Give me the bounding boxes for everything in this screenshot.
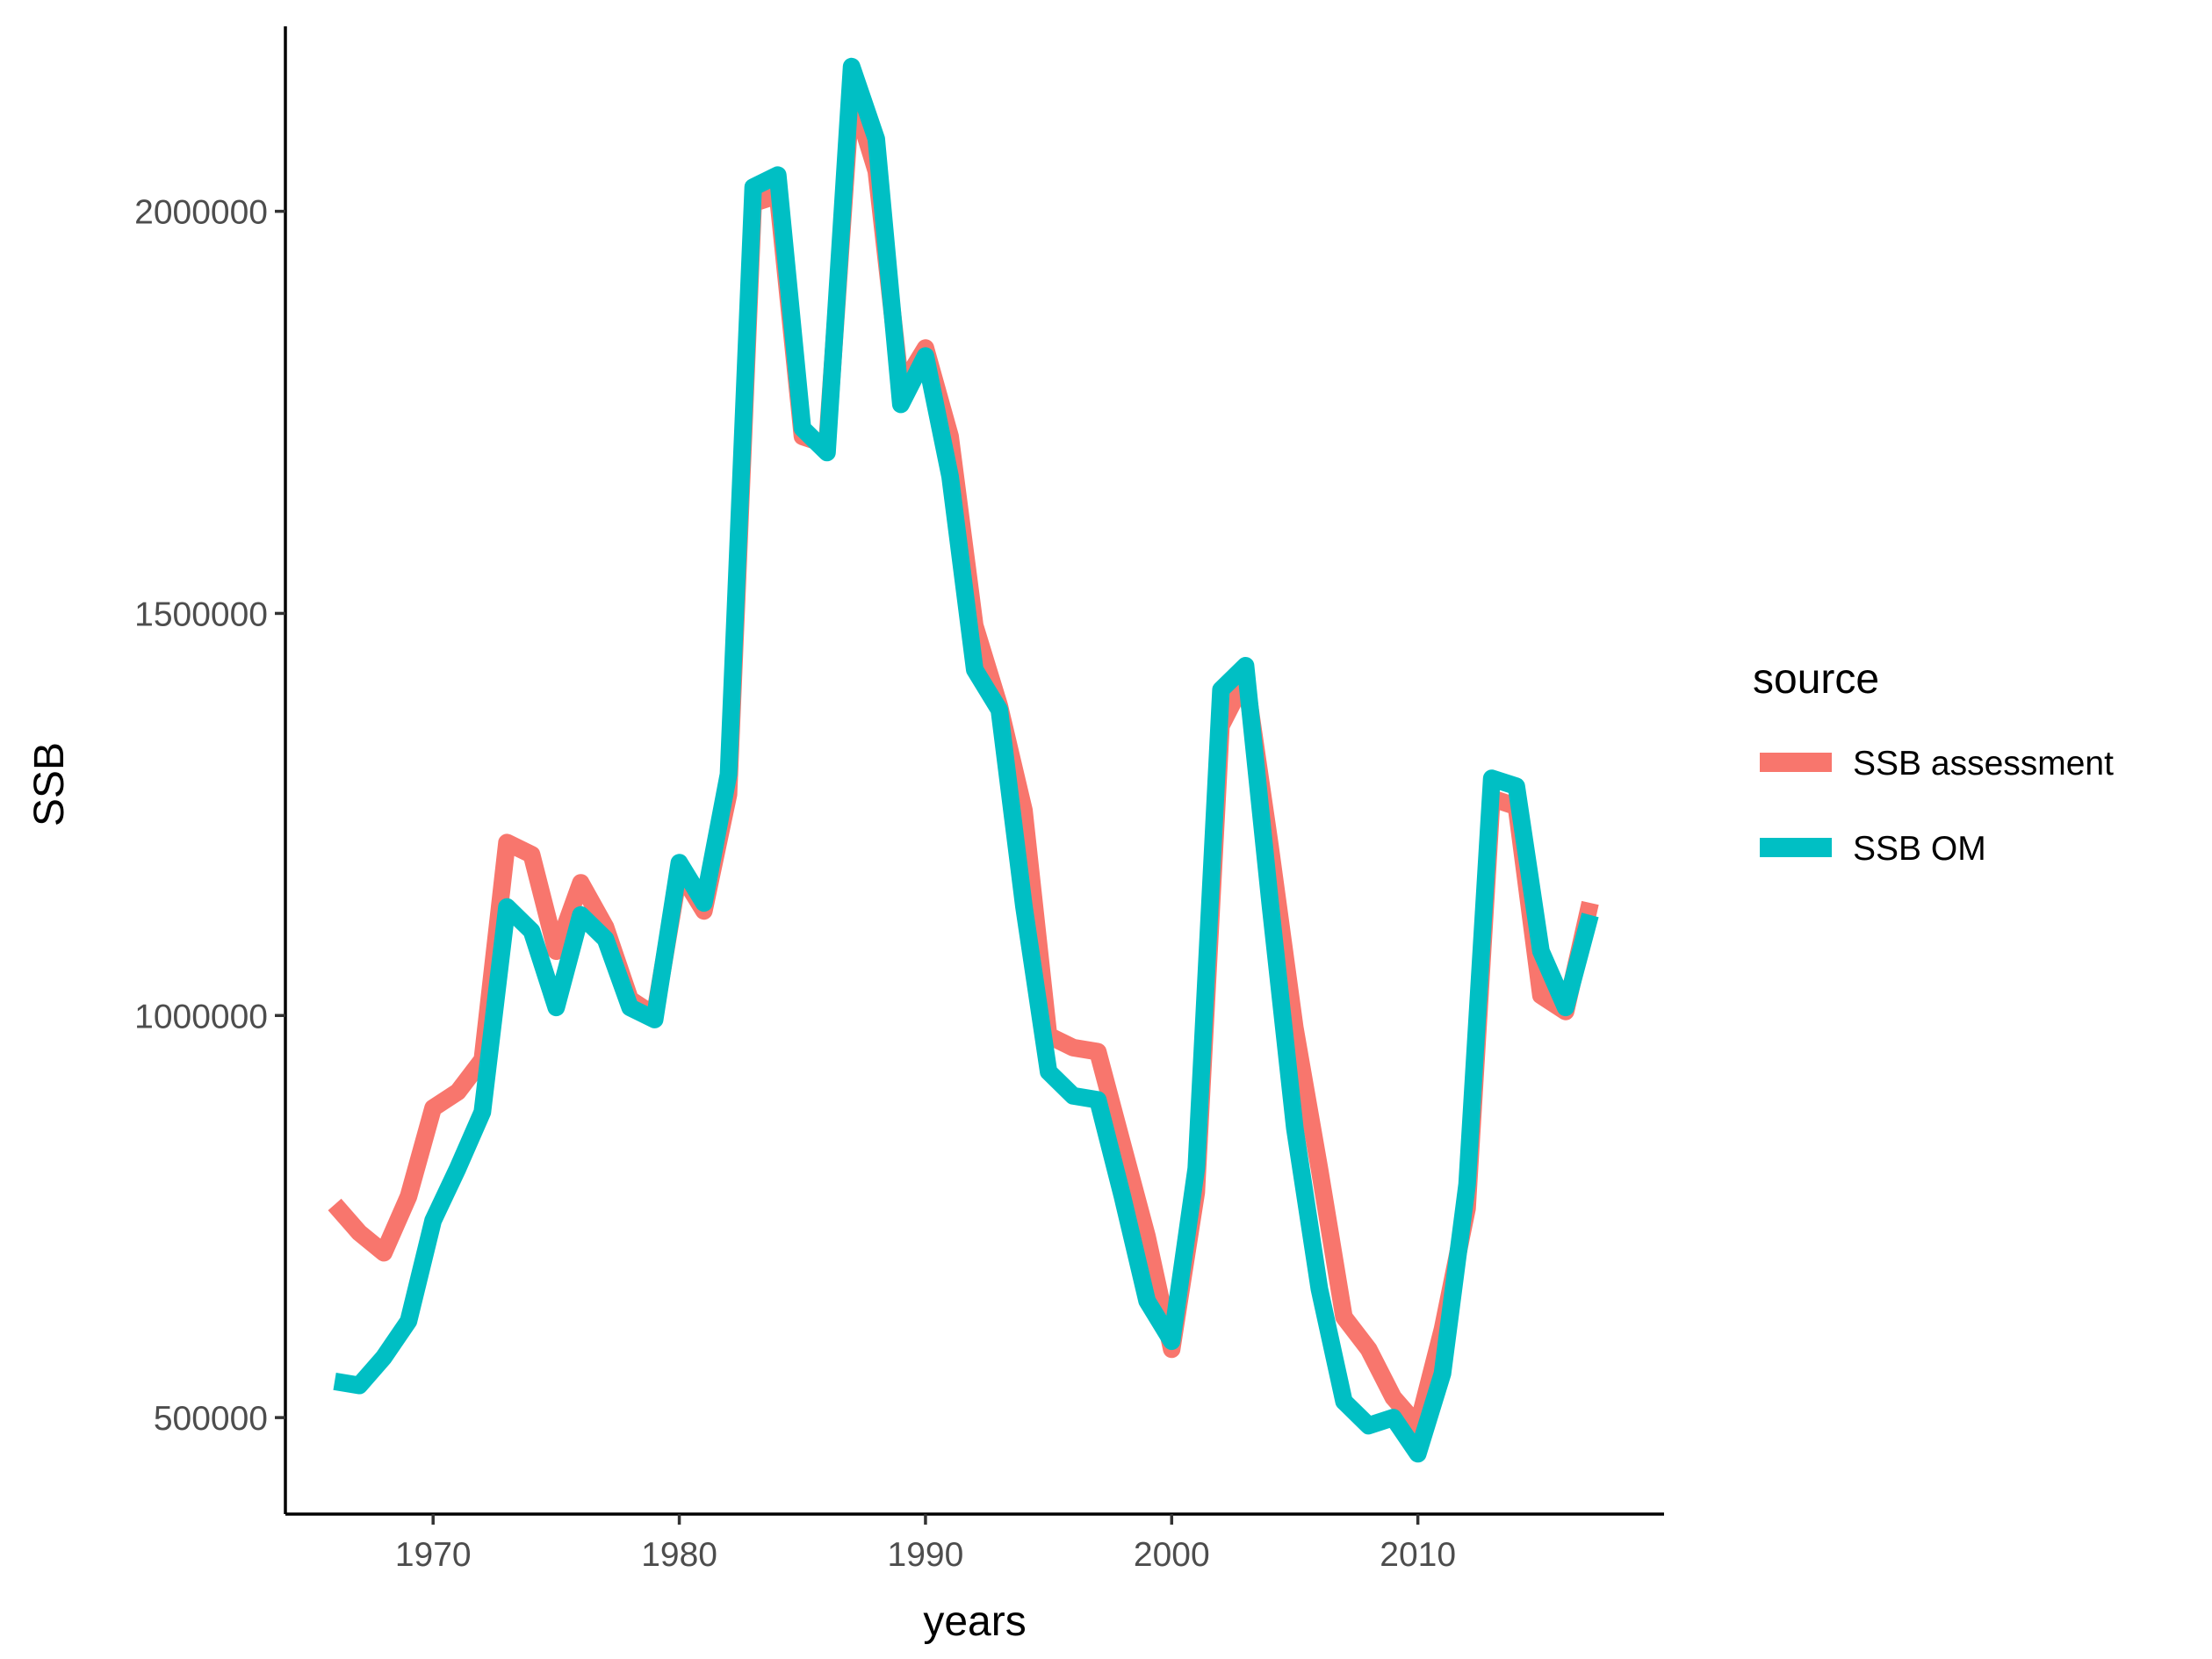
x-tick-label: 2010: [1380, 1536, 1456, 1574]
y-tick-label: 1000000: [134, 998, 268, 1035]
x-tick-label: 2000: [1134, 1536, 1210, 1574]
x-axis-ticks: 1970 1980 1990 2000 2010: [395, 1514, 1456, 1574]
x-tick-label: 1970: [395, 1536, 472, 1574]
legend: source SSB assessment SSB OM: [1753, 656, 2114, 868]
series-line-ssb-om: [333, 57, 1599, 1463]
x-tick-label: 1980: [641, 1536, 717, 1574]
series-line-ssb-assessment: [328, 82, 1599, 1435]
legend-swatch: [1760, 838, 1832, 857]
legend-items: SSB assessment SSB OM: [1760, 745, 2114, 868]
legend-label: SSB assessment: [1853, 745, 2114, 783]
y-axis-ticks: 500000 1000000 1500000 2000000: [134, 194, 285, 1438]
y-tick-label: 500000: [154, 1400, 268, 1438]
series-layer: [328, 57, 1599, 1463]
y-tick-label: 1500000: [134, 595, 268, 633]
y-tick-label: 2000000: [134, 194, 268, 232]
legend-label: SSB OM: [1853, 830, 1986, 868]
legend-title: source: [1753, 656, 1879, 703]
x-tick-label: 1990: [888, 1536, 964, 1574]
x-axis-title: years: [923, 1598, 1026, 1645]
legend-swatch: [1760, 753, 1832, 772]
y-axis-title: SSB: [26, 742, 73, 826]
